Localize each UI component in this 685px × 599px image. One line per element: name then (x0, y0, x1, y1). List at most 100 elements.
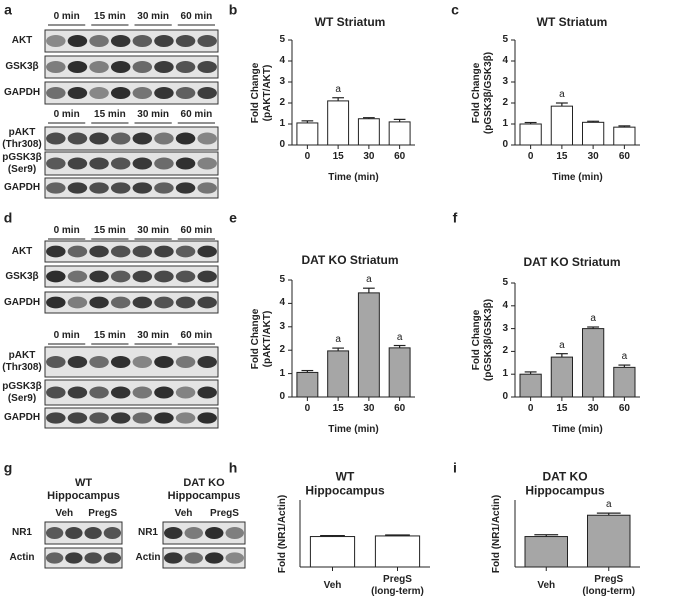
blot-band (46, 87, 66, 99)
bar (519, 123, 542, 146)
y-axis-label: Fold Change (pGSK3β/GSK3β) (471, 51, 494, 134)
annotation: a (396, 331, 403, 343)
blot-band (175, 245, 196, 258)
bar (550, 356, 573, 398)
y-tick-label: 3 (502, 76, 508, 87)
blot-strip (44, 177, 219, 199)
blot-band (45, 527, 64, 539)
blot-band (46, 296, 66, 309)
blot-band (205, 527, 224, 539)
blot-band (89, 157, 109, 170)
blot-row-label: NR1 (137, 527, 159, 538)
bar (582, 121, 605, 146)
blot-band (197, 35, 217, 47)
blot-band (67, 35, 88, 47)
blot-band (184, 552, 203, 564)
blot-row-label: GSK3β (5, 61, 39, 72)
bar (582, 328, 605, 398)
x-tick-label: PregS (long-term) (582, 574, 636, 597)
blot-row-label: AKT (11, 35, 33, 46)
blot-band (175, 356, 196, 368)
blot-row-label: GAPDH (3, 87, 41, 98)
blot-column-label: 15 min (94, 109, 126, 120)
blot-band (175, 270, 196, 283)
x-tick-label: 60 (618, 403, 630, 414)
blot-band (132, 157, 153, 170)
blot-row-label: GAPDH (3, 182, 41, 193)
panel-letter: g (3, 459, 13, 476)
bar (613, 126, 636, 146)
blot-band (46, 245, 66, 258)
bar (374, 535, 421, 568)
blot-band (110, 35, 131, 47)
y-tick-label: 5 (502, 277, 508, 288)
blot-strip (44, 291, 219, 314)
blot-band (175, 412, 196, 424)
blot-band (132, 35, 153, 47)
y-tick-label: 0 (279, 139, 285, 150)
blot-strip (44, 151, 219, 176)
y-tick-label: 1 (502, 118, 508, 129)
bar (524, 536, 568, 568)
blot-band (110, 182, 131, 194)
chart-title: WT Hippocampus (305, 469, 385, 498)
blot-band (197, 87, 217, 99)
y-tick-label: 4 (279, 55, 285, 66)
blot-band (89, 386, 109, 399)
blot-band (110, 157, 131, 170)
blot-row-label: AKT (11, 245, 33, 257)
blot-band (67, 386, 88, 399)
blot-band (175, 132, 196, 145)
blot-band (84, 527, 102, 539)
blot-column-label: 60 min (180, 225, 213, 236)
panel-letter: i (453, 459, 457, 476)
x-axis-label: Time (min) (552, 172, 603, 183)
y-axis-label: Fold Change (pGSK3β/GSK3β) (471, 298, 494, 382)
blot-row-label: Actin (9, 552, 35, 563)
blot-row-label: pGSK3β (Ser9) (2, 151, 42, 175)
blot-band (67, 87, 88, 99)
x-tick-label: 60 (618, 151, 630, 162)
y-tick-label: 5 (279, 274, 285, 285)
blot-band (132, 245, 153, 258)
x-axis-label: Time (min) (328, 424, 379, 435)
blot-band (132, 87, 153, 99)
blot-strip (44, 547, 123, 569)
blot-band (67, 356, 88, 368)
panel-letter: a (4, 1, 12, 18)
bar (357, 292, 380, 398)
x-tick-label: 15 (556, 151, 568, 162)
blot-band (154, 412, 174, 424)
blot-band (197, 182, 217, 194)
blot-band (46, 270, 66, 283)
blot-band (197, 245, 217, 258)
blot-band (132, 132, 153, 145)
panel-letter: h (228, 459, 238, 476)
y-tick-label: 4 (502, 55, 508, 66)
blot-column-label: 30 min (137, 11, 169, 22)
blot-band (110, 270, 131, 283)
bar (327, 100, 350, 146)
x-tick-label: Veh (537, 580, 556, 591)
blot-strip (44, 265, 219, 288)
blot-band (89, 270, 109, 283)
blot-band (197, 61, 217, 73)
x-tick-label: 30 (363, 151, 375, 162)
blot-row-label: pAKT (Thr308) (2, 126, 42, 150)
blot-band (154, 356, 174, 368)
blot-strip (44, 55, 219, 79)
x-tick-label: 15 (332, 403, 344, 414)
blot-strip (44, 407, 219, 429)
blot-strip (44, 126, 219, 151)
annotation: a (605, 499, 612, 511)
y-axis-label: Fold (NR1/Actin) (491, 494, 502, 573)
blot-column-label: Veh (174, 508, 193, 519)
blot-band (154, 296, 174, 309)
blot-band (154, 35, 174, 47)
panel-letter: d (3, 209, 13, 226)
y-tick-label: 1 (279, 367, 285, 379)
x-tick-label: 0 (527, 151, 534, 162)
blot-row-label: GSK3β (5, 270, 39, 282)
